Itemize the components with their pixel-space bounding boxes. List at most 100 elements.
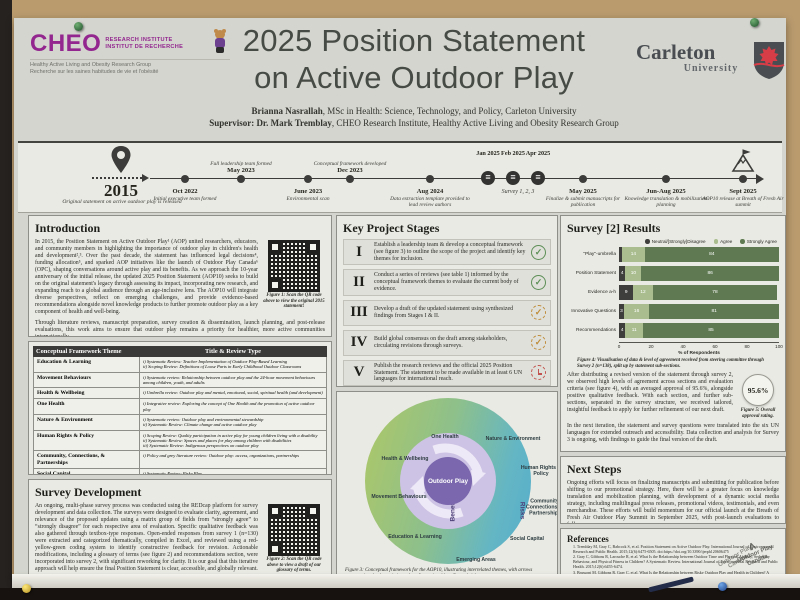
legend-dot [713,239,719,244]
bar-segment: 85 [642,323,779,338]
stage-status-in-progress-icon: ✓ [531,335,546,351]
table-cell-theme: Human Rights & Policy [34,430,140,451]
introduction-paragraph-1: In 2015, the Position Statement on Activ… [35,239,258,315]
chart-axis: 0 20 40 60 80 100 [567,342,783,351]
bar-category-label: Evidence a-h [588,289,616,295]
qr-code-icon [268,504,320,556]
bar-segment: 11 [625,323,643,338]
framework-theme-label: Education & Learning [388,534,442,541]
timeline-date: Aug 2024 [416,188,444,195]
timeline-dot [426,175,434,183]
stage-row: II Conduct a series of reviews (see table… [343,269,551,296]
results-paragraph-2: In the next iteration, the statement and… [567,423,779,444]
framework-theme-label: Social Capital [509,536,545,543]
stacked-bar-chart: "Play"-umbrella 14 84 Position Statement 4 10… [567,247,779,338]
cheo-wordmark: CHEO [30,30,102,57]
bar-segment: 4 [619,266,626,281]
carleton-shield-icon [753,42,785,79]
stage-row: IV Build global consensus on the draft am… [343,329,551,356]
timeline-text: May 2025 Finalize & submit manuscripts fo… [538,188,628,208]
table-cell-theme: Health & Wellbeing [34,388,140,399]
bar-segment: 16 [623,304,650,319]
bar-segment: 84 [644,247,779,262]
legend-item: Neutral/[Strongly]Disagree [645,239,706,244]
table-row: Health & Wellbeing i) Umbrella review: Ou… [33,388,327,400]
chart-x-axis-label: % of Respondents [678,351,720,356]
timeline-description: Conceptual framework developed [313,161,387,168]
legend-item: Strongly Agree [740,239,777,244]
framework-theme-label: Health & Wellbeing [381,456,429,463]
axis-tick-label: 60 [712,344,718,349]
timeline-date: June 2023 [293,188,323,195]
survey-list-icon: ≡ [531,171,545,185]
table-cell-reviews: i) Scoping Review: Quality participation… [143,432,318,449]
stage-status-in-progress-icon: ✓ [531,305,546,321]
project-timeline: 2015 Original statement on active outdoo… [18,141,784,213]
figure-2-caption: Figure 2: Scan the QR code above to view… [266,557,322,574]
push-pin-bottom-right [718,582,727,591]
stage-row: III Develop a draft of the updated statem… [343,299,551,326]
framework-theme-label: One Health [431,434,459,441]
mountain-flag-icon [731,149,755,172]
framework-outer-ring: Benefits Risks Outdoor Play One Health Na… [365,398,557,564]
table-row: Community, Connections, & Partnerships i)… [33,451,327,469]
table-cell-reviews: i) Systematic review: Outdoor play and e… [143,416,264,428]
supervisor-line: Supervisor: Dr. Mark Tremblay, CHEO Rese… [209,117,619,128]
timeline-description: Knowledge translation & mobilization pla… [624,195,708,208]
bar-row: Evidence a-h 9 12 78 [567,285,779,300]
author-line: Brianna Nasrallah, MSc in Health: Scienc… [251,106,577,116]
timeline-description: AOP10 release at Breath of Fresh Air sum… [702,195,784,208]
stage-numeral: II [353,274,365,291]
cycle-arrows-icon [410,443,486,519]
bar-segment: 9 [619,285,634,300]
axis-tick-label: 40 [680,344,686,349]
timeline-dot [662,175,670,183]
legend-item: Agree [713,239,732,244]
stage-description: Conduct a series of reviews (see table 1… [374,272,519,292]
results-text-row: After distributing a revised version of … [567,372,779,419]
timeline-axis [150,178,758,179]
introduction-heading: Introduction [35,221,101,235]
bar-segment: 78 [652,285,778,300]
bar-track: 4 10 86 [619,266,779,281]
survey-development-section: Survey Development Figure 2: Scan the QR… [28,479,332,580]
axis-tick-label: 0 [617,344,621,349]
bar-segment: 3 [619,304,624,319]
push-pin-bottom-left [22,584,31,593]
timeline-date: May 2023 [227,167,255,175]
survey-results-section: Survey [2] Results Neutral/[Strongly]Dis… [560,215,786,452]
table-body: Education & Learning i) Systematic Review… [33,357,327,474]
table-cell-reviews: i) Umbrella review: Outdoor play and men… [143,390,323,396]
chart-legend: Neutral/[Strongly]Disagree Agree Strongly … [567,239,777,244]
survey-development-paragraph: An ongoing, multi-phase survey process w… [35,503,258,572]
framework-theme-label: Emerging Areas [456,557,496,564]
table-cell-reviews: i) Policy and grey literature review: Ou… [143,453,300,459]
survey-date-label: Jan 2025 [476,150,500,157]
legend-dot [740,239,745,244]
bar-segment: 10 [625,266,642,281]
bar-category-label: Position Statement [575,270,616,276]
cheo-institute-label: RESEARCH INSTITUTE INSTITUT DE RECHERCHE [105,37,184,50]
introduction-paragraph-2: Through literature reviews, manuscript p… [35,320,325,337]
framework-figure-section: Benefits Risks Outdoor Play One Health Na… [336,391,558,580]
overall-approval-badge: 95.6% [742,374,774,407]
outdoor-play-center-label: Outdoor Play [424,457,472,505]
reviews-table-section: Conceptual Framework Theme Title & Revie… [28,341,332,475]
framework-theme-label: Community, Connections, & Partnerships [525,498,558,516]
stage-status-done-icon: ✓ [531,275,546,291]
results-paragraph-1: After distributing a revised version of … [567,372,733,414]
timeline-text: Sept 2025 AOP10 release at Breath of Fres… [698,188,788,208]
table-cell-theme: Movement Behaviours [34,372,140,388]
table-row: One Health i) Integrative review: Explori… [33,399,327,415]
timeline-description: Environmental scan [286,195,330,202]
timeline-text: Aug 2024 Data extraction template provide… [385,188,475,208]
references-section: References 1. Tremblay M, Gray C, Babcoc… [560,528,786,580]
bar-category-label: "Play"-umbrella [583,251,616,257]
bar-segment: 86 [641,266,779,281]
timeline-dot [237,175,245,183]
cheo-group-label: Healthy Active Living and Obesity Resear… [30,59,230,76]
table-row: Human Rights & Policy i) Scoping Review: … [33,430,327,452]
bar-row: "Play"-umbrella 14 84 [567,247,779,262]
push-pin-top-left [74,22,83,31]
